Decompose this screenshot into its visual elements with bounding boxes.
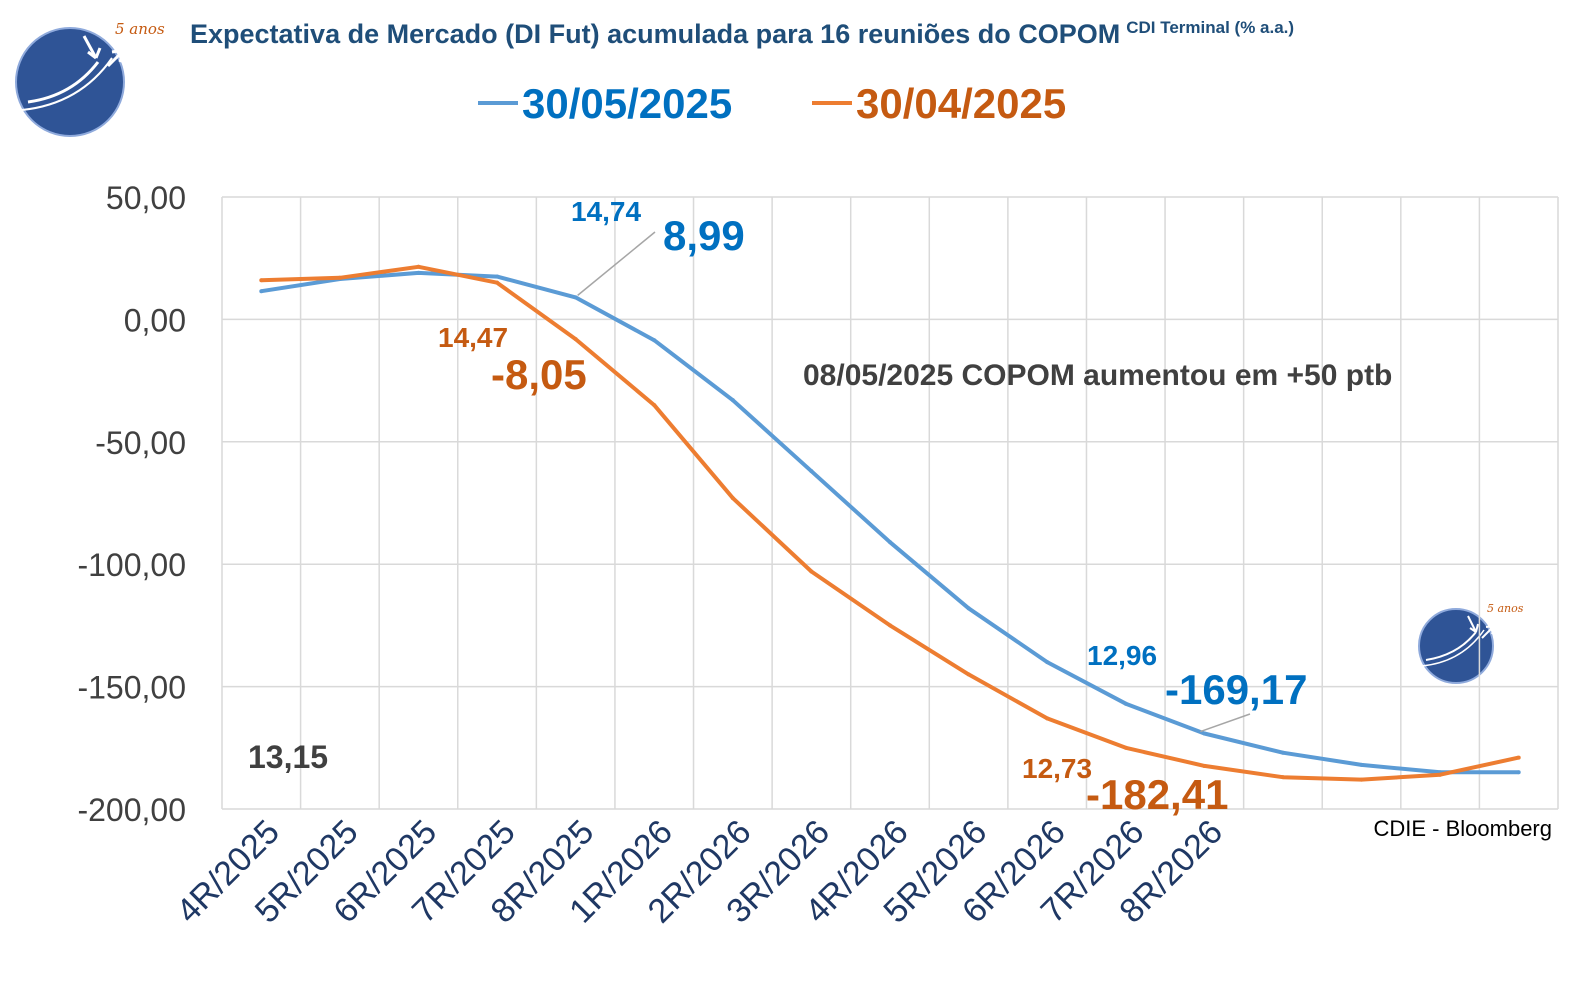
annotation-blue-rate-1: 14,74 (571, 196, 641, 227)
annotation-orange-rate-1: 14,47 (438, 322, 508, 353)
logo-tag-top: 5 anos (115, 20, 165, 38)
annotation-orange-rate-2: 12,73 (1022, 753, 1092, 784)
data-point (1359, 777, 1364, 782)
data-point (1045, 660, 1050, 665)
data-point (1516, 755, 1521, 760)
data-point (809, 569, 814, 574)
data-point (1359, 762, 1364, 767)
data-point (966, 606, 971, 611)
data-point (1123, 745, 1128, 750)
data-point (888, 540, 892, 545)
annotation-blue-value-2: -169,17 (1165, 666, 1307, 713)
y-tick-label: 0,00 (124, 302, 186, 338)
y-tick-label: -150,00 (77, 670, 186, 706)
data-point (416, 270, 421, 275)
chart-title-text: Expectativa de Mercado (DI Fut) acumulad… (190, 19, 1121, 49)
data-point (1516, 770, 1521, 775)
data-point (259, 289, 264, 294)
data-point (1202, 763, 1207, 768)
legend-item-blue: 30/05/2025 (478, 80, 732, 128)
legend-item-orange: 30/04/2025 (812, 80, 1066, 128)
annotation-orange-value-1: -8,05 (491, 351, 587, 398)
chart-title-suffix: CDI Terminal (% a.a.) (1126, 18, 1295, 37)
annotation-orange-value-2: -182,41 (1086, 771, 1228, 818)
y-tick-label: -100,00 (77, 547, 186, 583)
logo-small-icon (1418, 608, 1495, 684)
y-tick-label: -200,00 (77, 792, 186, 828)
annotation-note: 08/05/2025 COPOM aumentou em +50 ptb (803, 359, 1392, 392)
data-point (1280, 775, 1285, 780)
data-point (730, 496, 735, 501)
legend-label-blue: 30/05/2025 (522, 80, 733, 127)
data-point (416, 264, 421, 269)
y-tick-label: 50,00 (106, 180, 186, 216)
data-point (495, 274, 500, 279)
data-point (809, 469, 814, 474)
data-point (337, 275, 342, 280)
legend-swatch-orange (812, 100, 852, 105)
data-point (1123, 701, 1128, 706)
data-point (652, 403, 657, 408)
y-tick-label: -50,00 (95, 425, 186, 461)
annotation-current-rate: 13,15 (248, 739, 328, 775)
logo-tag-small: 5 anos (1487, 602, 1524, 615)
data-point (573, 337, 578, 342)
data-point (495, 280, 500, 285)
logo-large-icon (15, 27, 126, 137)
data-point (652, 338, 657, 343)
data-point (573, 295, 578, 300)
data-point (730, 398, 735, 403)
leader-line (577, 231, 656, 296)
data-point (1202, 731, 1207, 736)
data-point (1280, 750, 1285, 755)
data-point (259, 278, 264, 283)
annotation-blue-rate-2: 12,96 (1087, 640, 1157, 671)
legend-label-orange: 30/04/2025 (856, 80, 1067, 127)
annotation-blue-value-1: 8,99 (663, 212, 745, 259)
data-point (1045, 716, 1050, 721)
data-point (966, 672, 971, 677)
source-label: CDIE - Bloomberg (1373, 816, 1552, 841)
chart-title: Expectativa de Mercado (DI Fut) acumulad… (190, 18, 1294, 50)
data-point (1438, 772, 1443, 777)
leader-line (1200, 713, 1251, 733)
data-point (888, 623, 892, 628)
legend-swatch-blue (478, 100, 518, 105)
